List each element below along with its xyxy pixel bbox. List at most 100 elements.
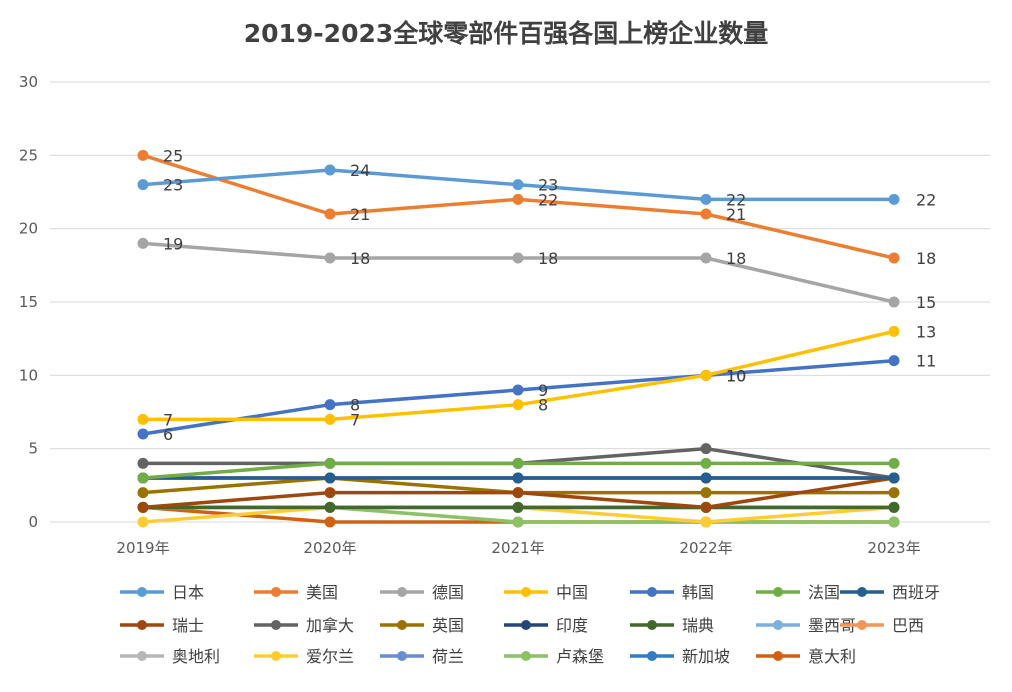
data-label-中国: 13 <box>916 322 936 341</box>
data-point-日本 <box>700 193 712 205</box>
legend-label-中国: 中国 <box>556 583 588 602</box>
data-point-中国 <box>137 413 149 425</box>
legend-label-西班牙: 西班牙 <box>892 583 940 602</box>
y-tick-label: 5 <box>28 440 38 458</box>
data-point-西班牙 <box>324 472 336 484</box>
data-point-加拿大 <box>137 457 149 469</box>
legend-label-意大利: 意大利 <box>808 647 856 666</box>
data-point-卢森堡 <box>888 516 900 528</box>
data-point-韩国 <box>512 384 524 396</box>
x-tick-label: 2023年 <box>867 539 920 557</box>
legend-marker-墨西哥 <box>773 620 783 630</box>
data-point-德国 <box>324 252 336 264</box>
data-label-韩国: 10 <box>726 366 746 385</box>
legend-label-德国: 德国 <box>432 583 464 602</box>
legend-marker-法国 <box>773 587 783 597</box>
legend-marker-加拿大 <box>271 620 281 630</box>
data-point-瑞士 <box>512 487 524 499</box>
data-point-意大利 <box>324 516 336 528</box>
data-label-日本: 23 <box>163 176 183 195</box>
data-point-瑞典 <box>512 501 524 513</box>
legend-marker-荷兰 <box>397 651 407 661</box>
data-point-中国 <box>324 413 336 425</box>
data-label-韩国: 8 <box>350 396 360 415</box>
legend-marker-瑞典 <box>647 620 657 630</box>
data-label-美国: 18 <box>916 249 936 268</box>
legend-marker-日本 <box>137 587 147 597</box>
data-point-瑞士 <box>137 501 149 513</box>
data-point-德国 <box>137 237 149 249</box>
y-tick-label: 30 <box>19 73 38 91</box>
data-label-韩国: 6 <box>163 425 173 444</box>
data-point-卢森堡 <box>512 516 524 528</box>
legend-label-法国: 法国 <box>808 583 840 602</box>
data-point-爱尔兰 <box>700 516 712 528</box>
legend-label-新加坡: 新加坡 <box>682 647 730 666</box>
data-point-法国 <box>888 457 900 469</box>
data-label-日本: 24 <box>350 161 370 180</box>
y-tick-label: 10 <box>19 366 38 384</box>
data-label-德国: 18 <box>350 249 370 268</box>
data-point-韩国 <box>324 399 336 411</box>
data-point-韩国 <box>137 428 149 440</box>
legend-marker-奥地利 <box>137 651 147 661</box>
legend-label-英国: 英国 <box>432 616 464 635</box>
data-point-美国 <box>700 208 712 220</box>
x-tick-label: 2021年 <box>491 539 544 557</box>
data-label-日本: 23 <box>538 176 558 195</box>
data-point-日本 <box>324 164 336 176</box>
data-label-中国: 7 <box>163 410 173 429</box>
series-line-韩国 <box>141 358 896 436</box>
legend-marker-韩国 <box>647 587 657 597</box>
data-point-法国 <box>512 457 524 469</box>
data-point-美国 <box>324 208 336 220</box>
y-tick-label: 0 <box>28 513 38 531</box>
data-point-西班牙 <box>888 472 900 484</box>
data-point-瑞士 <box>700 501 712 513</box>
data-label-德国: 18 <box>726 249 746 268</box>
data-label-美国: 25 <box>163 146 183 165</box>
y-tick-label: 15 <box>19 293 38 311</box>
legend-label-荷兰: 荷兰 <box>432 647 464 666</box>
data-point-美国 <box>888 252 900 264</box>
data-label-德国: 15 <box>916 293 936 312</box>
legend-marker-美国 <box>271 587 281 597</box>
data-label-美国: 22 <box>538 190 558 209</box>
series-line-美国 <box>141 153 896 260</box>
legend-label-韩国: 韩国 <box>682 583 714 602</box>
data-label-韩国: 9 <box>538 381 548 400</box>
legend-marker-瑞士 <box>137 620 147 630</box>
y-tick-label: 25 <box>19 146 38 164</box>
data-label-中国: 7 <box>350 410 360 429</box>
legend-label-日本: 日本 <box>172 583 204 602</box>
data-point-西班牙 <box>700 472 712 484</box>
data-label-韩国: 11 <box>916 352 936 371</box>
data-label-日本: 22 <box>916 190 936 209</box>
legend-label-奥地利: 奥地利 <box>172 647 220 666</box>
data-point-德国 <box>512 252 524 264</box>
x-tick-label: 2019年 <box>116 539 169 557</box>
data-point-中国 <box>700 369 712 381</box>
legend-label-爱尔兰: 爱尔兰 <box>306 647 354 666</box>
legend-marker-西班牙 <box>857 587 867 597</box>
legend-label-美国: 美国 <box>306 583 338 602</box>
data-point-日本 <box>512 179 524 191</box>
data-point-英国 <box>700 487 712 499</box>
legend-marker-意大利 <box>773 651 783 661</box>
data-point-中国 <box>888 325 900 337</box>
data-label-德国: 18 <box>538 249 558 268</box>
data-point-日本 <box>888 193 900 205</box>
data-point-德国 <box>700 252 712 264</box>
data-point-法国 <box>700 457 712 469</box>
data-label-德国: 19 <box>163 234 183 253</box>
data-label-日本: 22 <box>726 190 746 209</box>
legend-label-卢森堡: 卢森堡 <box>556 647 604 666</box>
data-point-美国 <box>512 193 524 205</box>
chart-title: 2019-2023全球零部件百强各国上榜企业数量 <box>243 19 769 48</box>
data-point-日本 <box>137 179 149 191</box>
y-tick-label: 20 <box>19 220 38 238</box>
data-label-美国: 21 <box>350 205 370 224</box>
legend-marker-新加坡 <box>647 651 657 661</box>
data-point-美国 <box>137 149 149 161</box>
